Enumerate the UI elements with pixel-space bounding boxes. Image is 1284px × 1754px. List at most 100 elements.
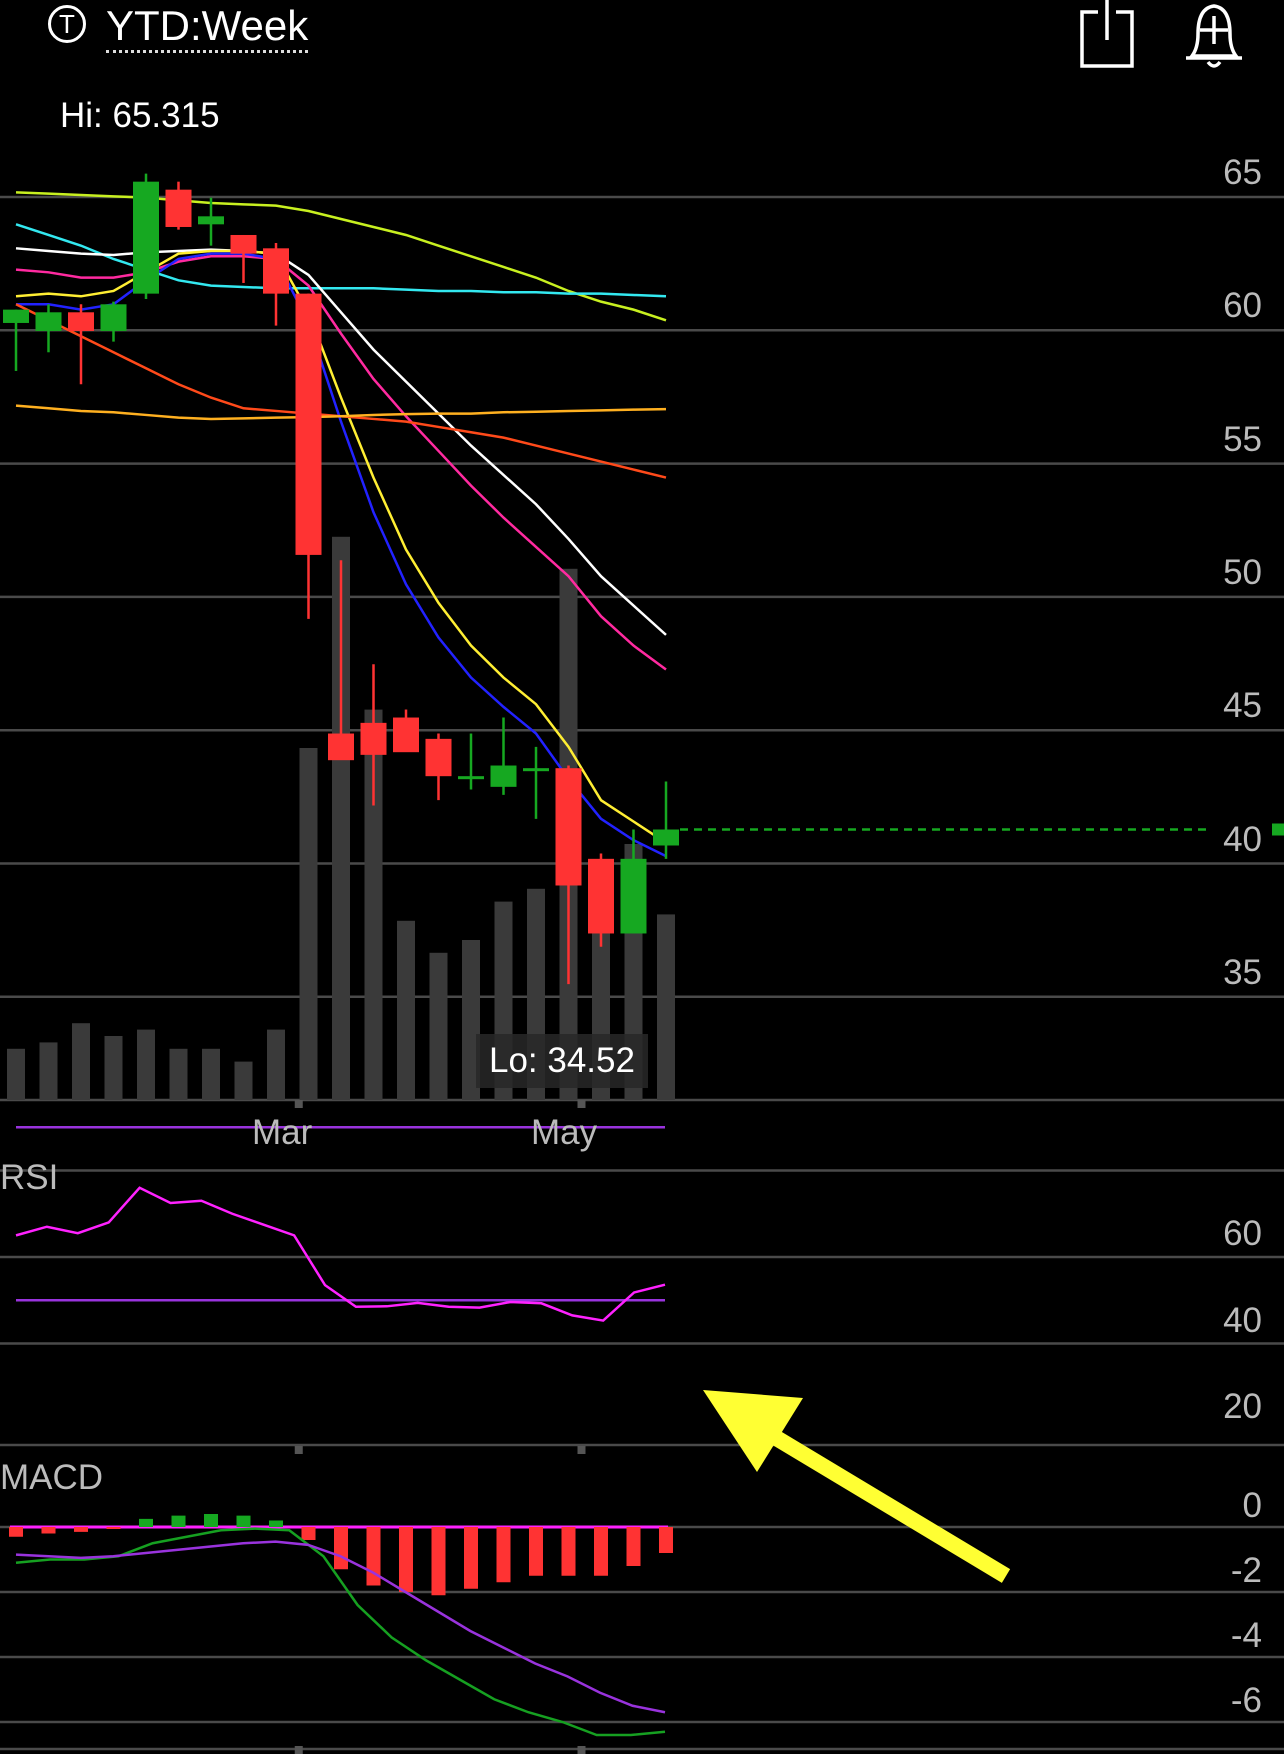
date-tick-mark (294, 1746, 303, 1754)
last-price-marker (1272, 823, 1284, 836)
macd-histogram-bar (236, 1515, 251, 1527)
macd-histogram-bar (431, 1527, 446, 1596)
timeframe-title[interactable]: YTD:Week (106, 2, 309, 53)
moving-average-line (15, 247, 667, 636)
macd-histogram-bar (659, 1527, 673, 1553)
macd-tick-label: 0 (1242, 1486, 1262, 1525)
date-tick-label: Mar (252, 1113, 313, 1152)
volume-bar (267, 1029, 285, 1100)
volume-bar (462, 940, 480, 1100)
macd-histogram-bar (529, 1527, 543, 1576)
candle-body (3, 309, 29, 323)
macd-histogram-bar (626, 1527, 641, 1566)
macd-histogram-bar (269, 1520, 283, 1527)
rsi-tick-label: 40 (1223, 1301, 1262, 1340)
volume-bar (234, 1061, 253, 1100)
macd-histogram-bar (464, 1527, 478, 1589)
rsi-panel-label: RSI (0, 1158, 59, 1197)
macd-histogram-bar (171, 1515, 186, 1527)
macd-histogram-bar (139, 1518, 153, 1527)
price-tick-label: 45 (1223, 686, 1262, 725)
volume-bar (39, 1042, 58, 1100)
candle-body (100, 304, 127, 331)
macd-histogram-bar (594, 1527, 608, 1576)
rsi-tick-label: 20 (1223, 1387, 1262, 1426)
macd-histogram-bar (106, 1527, 121, 1529)
volume-bar (299, 748, 318, 1100)
candle-body (523, 768, 549, 772)
candle-body (165, 189, 192, 227)
lo-label: Lo: 34.52 (476, 1034, 648, 1088)
rsi-line (15, 1186, 666, 1322)
candle-body (360, 722, 387, 755)
rsi-tick-label: 60 (1223, 1214, 1262, 1253)
moving-average-line (15, 223, 667, 298)
date-tick-mark (294, 1446, 303, 1454)
candle-body (555, 768, 582, 886)
price-tick-label: 55 (1223, 420, 1262, 459)
macd-histogram-bar (334, 1527, 348, 1570)
moving-average-line (15, 255, 667, 671)
macd-tick-label: -2 (1230, 1551, 1262, 1590)
candle-body (458, 776, 484, 780)
macd-panel-label: MACD (0, 1458, 104, 1497)
moving-average-line (16, 252, 667, 858)
volume-bar (202, 1048, 220, 1100)
price-tick-label: 40 (1223, 820, 1262, 859)
candle-body (328, 733, 354, 761)
volume-bar (169, 1048, 188, 1100)
volume-bar (364, 709, 383, 1100)
macd-tick-label: -4 (1230, 1616, 1262, 1655)
date-tick-mark (577, 1446, 586, 1454)
candle-body (588, 858, 614, 934)
candle-body (393, 717, 419, 753)
candle-body (490, 765, 517, 787)
macd-histogram-bar (9, 1527, 23, 1537)
price-tick-label: 35 (1223, 953, 1262, 992)
moving-average-line (15, 249, 667, 844)
chart-header: T YTD:Week (0, 0, 1284, 70)
add-alert-button[interactable] (1182, 0, 1246, 70)
macd-histogram-bar (301, 1527, 316, 1540)
candle-body (263, 248, 289, 294)
candle-body (198, 216, 224, 225)
moving-average-line (15, 191, 667, 322)
share-button[interactable] (1078, 0, 1136, 70)
price-tick-label: 65 (1223, 153, 1262, 192)
candle-body (620, 858, 647, 934)
annotation-arrow-head (703, 1390, 803, 1472)
volume-bar (137, 1029, 155, 1100)
volume-bar (332, 536, 350, 1100)
volume-bar (72, 1023, 90, 1100)
date-tick-mark (294, 1100, 303, 1108)
volume-bar (429, 952, 448, 1100)
volume-bar (7, 1048, 25, 1100)
candle-body (35, 312, 62, 331)
candle-body (653, 829, 679, 846)
macd-signal-line (15, 1540, 666, 1714)
price-tick-label: 60 (1223, 286, 1262, 325)
candle-body (68, 312, 94, 331)
macd-histogram-bar (74, 1527, 88, 1532)
candle-body (425, 738, 452, 777)
volume-bar (104, 1036, 123, 1100)
macd-histogram-bar (204, 1514, 218, 1527)
volume-bar (657, 914, 675, 1100)
macd-histogram-bar (399, 1527, 413, 1592)
volume-bar (397, 920, 415, 1100)
date-tick-mark (577, 1100, 586, 1108)
bell-plus-icon (1186, 4, 1242, 68)
hi-label: Hi: 65.315 (60, 96, 220, 135)
symbol-icon[interactable]: T (48, 5, 86, 43)
price-tick-label: 50 (1223, 553, 1262, 592)
moving-average-line (15, 404, 667, 421)
candle-body (133, 181, 159, 294)
annotation-arrow-shaft (763, 1426, 1011, 1583)
macd-tick-label: -6 (1230, 1681, 1262, 1720)
share-icon (1080, 0, 1134, 68)
candle-body (295, 293, 322, 555)
macd-histogram-bar (41, 1527, 56, 1534)
date-tick-mark (577, 1746, 586, 1754)
macd-histogram-bar (561, 1527, 576, 1576)
